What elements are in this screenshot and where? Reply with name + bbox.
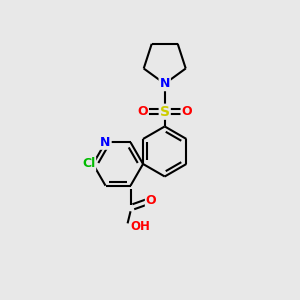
Text: N: N [100,136,111,149]
Text: OH: OH [130,220,150,233]
Text: Cl: Cl [82,158,95,170]
Text: O: O [182,105,192,118]
Text: O: O [146,194,157,207]
Text: S: S [160,105,170,119]
Text: O: O [137,105,148,118]
Text: N: N [160,77,170,90]
